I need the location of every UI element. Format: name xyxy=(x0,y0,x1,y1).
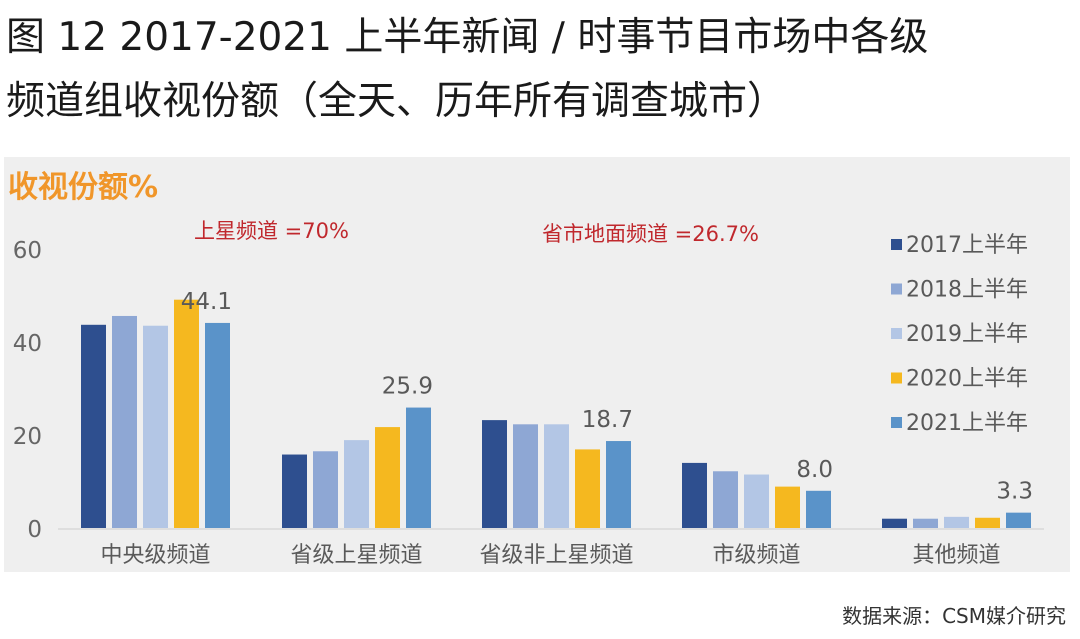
bar-chart: 收视份额% 0 20 40 60 中央级频道 44.1 省级上星频道 25.9 省级非上星频道 18… xyxy=(8,170,1044,568)
bar-2020上半年-中央级频道 xyxy=(174,299,199,528)
y-axis-label: 收视份额% xyxy=(8,170,158,205)
legend-swatch xyxy=(891,417,902,428)
x-tick-label: 省级上星频道 xyxy=(290,543,422,568)
bar-2018上半年-市级频道 xyxy=(713,471,738,528)
data-label: 44.1 xyxy=(181,289,232,315)
bar-2019上半年-其他频道 xyxy=(944,516,969,528)
bar-2021上半年-省级非上星频道 xyxy=(606,441,631,528)
bar-2017上半年-中央级频道 xyxy=(81,324,106,528)
bar-2018上半年-中央级频道 xyxy=(112,315,137,528)
bar-2021上半年-其他频道 xyxy=(1006,512,1031,528)
bar-2021上半年-中央级频道 xyxy=(205,322,230,528)
bar-2019上半年-中央级频道 xyxy=(143,325,168,528)
data-source: 数据来源：CSM媒介研究 xyxy=(842,604,1066,628)
legend-swatch xyxy=(891,239,902,250)
annotation-terrestrial: 省市地面频道 =26.7% xyxy=(542,222,759,246)
bar-2017上半年-省级非上星频道 xyxy=(482,420,507,528)
data-label: 8.0 xyxy=(796,457,833,483)
y-tick-label: 0 xyxy=(27,517,42,543)
x-tick-label: 中央级频道 xyxy=(100,543,210,568)
y-tick-label: 20 xyxy=(13,424,42,450)
bar-2018上半年-省级非上星频道 xyxy=(513,424,538,528)
legend-label: 2017上半年 xyxy=(906,233,1028,258)
data-label: 3.3 xyxy=(996,479,1033,505)
title-line-2: 频道组收视份额（全天、历年所有调查城市） xyxy=(6,79,787,124)
bar-2018上半年-其他频道 xyxy=(913,518,938,528)
legend-label: 2019上半年 xyxy=(906,322,1028,347)
x-tick-label: 其他频道 xyxy=(912,543,1000,568)
legend-label: 2018上半年 xyxy=(906,278,1028,303)
data-label: 25.9 xyxy=(382,374,433,400)
title-line-1: 图 12 2017-2021 上半年新闻 / 时事节目市场中各级 xyxy=(6,15,929,60)
bar-2017上半年-市级频道 xyxy=(682,462,707,528)
bar-2019上半年-省级非上星频道 xyxy=(544,424,569,528)
legend-swatch xyxy=(891,283,902,295)
chart-panel: 收视份额% 0 20 40 60 中央级频道 44.1 省级上星频道 25.9 省级非上星频道 18… xyxy=(4,157,1070,572)
bar-2021上半年-省级上星频道 xyxy=(406,407,431,528)
bar-2018上半年-省级上星频道 xyxy=(313,451,338,528)
annotation-satellite: 上星频道 =70% xyxy=(194,219,349,243)
bar-2019上半年-省级上星频道 xyxy=(344,440,369,528)
x-tick-label: 市级频道 xyxy=(712,543,800,568)
bar-2017上半年-省级上星频道 xyxy=(282,454,307,528)
data-label: 18.7 xyxy=(582,407,633,433)
legend-label: 2020上半年 xyxy=(906,367,1028,392)
bar-2017上半年-其他频道 xyxy=(882,518,907,528)
bar-2021上半年-市级频道 xyxy=(806,490,831,528)
x-tick-label: 省级非上星频道 xyxy=(479,543,633,568)
legend-swatch xyxy=(891,372,902,384)
legend-label: 2021上半年 xyxy=(906,411,1028,436)
figure-title: 图 12 2017-2021 上半年新闻 / 时事节目市场中各级 频道组收视份额… xyxy=(6,6,1076,134)
bar-2020上半年-省级非上星频道 xyxy=(575,449,600,528)
bar-2020上半年-其他频道 xyxy=(975,517,1000,528)
bar-2020上半年-市级频道 xyxy=(775,486,800,528)
y-tick-label: 40 xyxy=(13,331,42,357)
bar-2020上半年-省级上星频道 xyxy=(375,427,400,528)
y-tick-label: 60 xyxy=(13,238,42,264)
legend-swatch xyxy=(891,328,902,339)
bar-2019上半年-市级频道 xyxy=(744,474,769,528)
